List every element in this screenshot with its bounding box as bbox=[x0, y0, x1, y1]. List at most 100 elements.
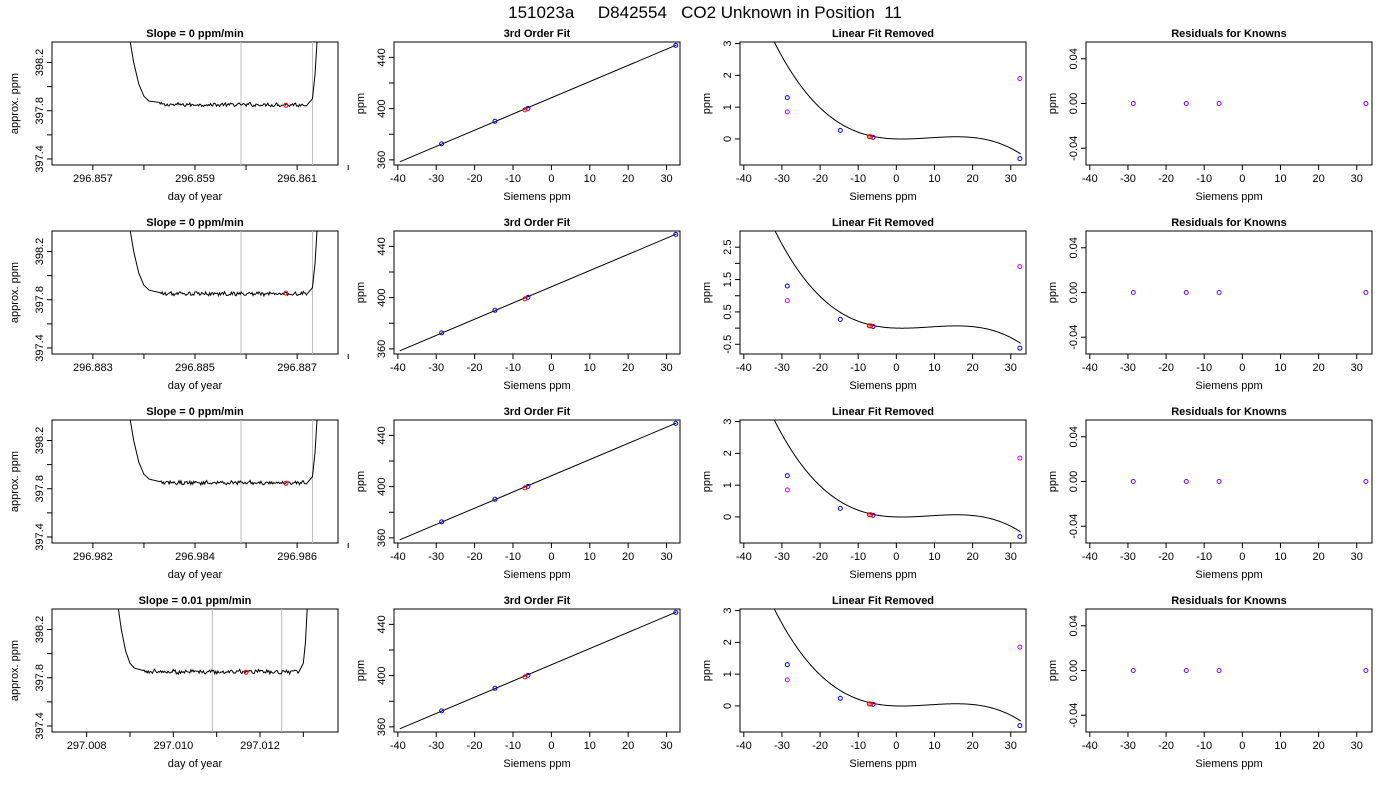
residual-point bbox=[1363, 290, 1369, 295]
y-tick-label: 0 bbox=[722, 136, 734, 142]
x-tick-label: 10 bbox=[1274, 362, 1286, 374]
panel-r1-c1: Slope = 0 ppm/min 296.857 296.859 296.861 39… bbox=[9, 28, 349, 203]
x-tick-label: 30 bbox=[660, 740, 672, 752]
known-standard-point bbox=[492, 496, 498, 502]
y-tick-label: 0.04 bbox=[1068, 615, 1080, 636]
x-tick-label: 10 bbox=[1274, 173, 1286, 185]
panel-title: Slope = 0 ppm/min bbox=[146, 217, 244, 229]
fit-line bbox=[399, 611, 677, 730]
x-tick-label: 20 bbox=[622, 740, 634, 752]
plot-marks bbox=[399, 231, 679, 352]
y-tick-label: 400 bbox=[376, 477, 388, 495]
x-tick-label: 297.008 bbox=[67, 740, 107, 752]
panel-title: Linear Fit Removed bbox=[832, 595, 934, 607]
panel-title: Slope = 0.01 ppm/min bbox=[139, 595, 252, 607]
known-standard-point bbox=[439, 330, 445, 336]
y-tick-label: 2 bbox=[722, 72, 734, 78]
x-tick-label: -40 bbox=[1082, 551, 1098, 563]
panel-r4-c3: Linear Fit Removed -40 -30 -20 -10 0 10 20 30 0 1 2… bbox=[701, 595, 1027, 770]
plot-frame bbox=[739, 230, 1027, 355]
y-tick-label: 397.4 bbox=[34, 712, 46, 740]
unknown-sample-point bbox=[866, 134, 872, 140]
x-tick-label: 20 bbox=[1312, 173, 1324, 185]
y-tick-label: 398.2 bbox=[34, 616, 46, 644]
panel-r4-c1: Slope = 0.01 ppm/min 297.008 297.010 297.01… bbox=[9, 595, 339, 770]
x-tick-label: -20 bbox=[1158, 362, 1174, 374]
x-axis-label: Siemens ppm bbox=[503, 758, 570, 770]
x-tick-label: 296.857 bbox=[73, 173, 113, 185]
unknown-sample-point bbox=[868, 323, 874, 329]
panel-title: 3rd Order Fit bbox=[504, 406, 571, 418]
x-tick-label: -10 bbox=[505, 740, 521, 752]
panel-r4-c4: Residuals for Knowns -40 -30 -20 -10 0 10 20 30 -… bbox=[1047, 595, 1373, 770]
fit-line bbox=[399, 233, 677, 352]
x-tick-label: -20 bbox=[812, 551, 828, 563]
unknown-sample-point bbox=[522, 296, 528, 302]
known-standard-point bbox=[492, 685, 498, 691]
x-axis-label: Siemens ppm bbox=[849, 758, 916, 770]
panel-r4-c2: 3rd Order Fit -40 -30 -20 -10 0 10 20 30 360 400 44… bbox=[355, 595, 681, 770]
x-tick-label: -30 bbox=[428, 362, 444, 374]
x-tick-label: 0 bbox=[548, 551, 554, 563]
panel-r2-c3: Linear Fit Removed -40 -30 -20 -10 0 10 20 30 -0.… bbox=[701, 217, 1027, 392]
fit-curve bbox=[773, 609, 1021, 722]
plot-marks bbox=[399, 420, 679, 541]
x-tick-label: 20 bbox=[966, 173, 978, 185]
y-tick-label: 440 bbox=[376, 615, 388, 633]
x-tick-label: 30 bbox=[1351, 740, 1363, 752]
panel-title: Residuals for Knowns bbox=[1171, 217, 1287, 229]
unknown-sample-point bbox=[866, 323, 872, 329]
y-axis-label: ppm bbox=[1047, 660, 1059, 681]
residual-point bbox=[1363, 668, 1369, 673]
y-tick-label: -0.04 bbox=[1068, 325, 1080, 350]
x-tick-label: -30 bbox=[774, 551, 790, 563]
y-tick-label: -0.04 bbox=[1068, 703, 1080, 728]
x-tick-label: -30 bbox=[428, 740, 444, 752]
unknown-sample-point bbox=[868, 701, 874, 707]
linear-removed-point bbox=[1017, 455, 1023, 461]
y-tick-label: 360 bbox=[376, 340, 388, 358]
y-axis-label: ppm bbox=[1047, 471, 1059, 492]
y-tick-label: 2 bbox=[722, 639, 734, 645]
x-tick-label: 30 bbox=[1005, 740, 1017, 752]
panel-r2-c4: Residuals for Knowns -40 -30 -20 -10 0 10 20 30 -… bbox=[1047, 217, 1373, 392]
y-axis-label: ppm bbox=[355, 471, 367, 492]
x-axis-label: day of year bbox=[168, 569, 223, 581]
x-tick-label: -30 bbox=[428, 551, 444, 563]
x-tick-label: -40 bbox=[1082, 362, 1098, 374]
plot-marks bbox=[1130, 668, 1369, 673]
y-tick-label: -0.04 bbox=[1068, 136, 1080, 161]
y-tick-label: 397.4 bbox=[34, 334, 46, 362]
x-tick-label: 10 bbox=[928, 551, 940, 563]
y-axis-label: ppm bbox=[355, 660, 367, 681]
y-tick-label: 397.8 bbox=[34, 97, 46, 125]
x-tick-label: 30 bbox=[1005, 362, 1017, 374]
x-axis-label: Siemens ppm bbox=[849, 569, 916, 581]
plot-frame bbox=[739, 41, 1027, 166]
sample-mean-point bbox=[243, 669, 249, 675]
y-tick-label: 0.04 bbox=[1068, 237, 1080, 258]
x-tick-label: -20 bbox=[467, 740, 483, 752]
known-standard-point bbox=[492, 307, 498, 313]
x-axis-label: Siemens ppm bbox=[503, 380, 570, 392]
y-tick-label: 400 bbox=[376, 99, 388, 117]
sample-mean-point bbox=[283, 102, 289, 108]
plot-frame bbox=[393, 230, 681, 355]
x-tick-label: -40 bbox=[390, 173, 406, 185]
plot-marks bbox=[1130, 479, 1369, 484]
x-tick-label: -30 bbox=[774, 173, 790, 185]
sample-mean-point bbox=[283, 480, 289, 486]
known-standard-point bbox=[492, 118, 498, 124]
x-tick-label: 20 bbox=[622, 173, 634, 185]
panel-title: Linear Fit Removed bbox=[832, 217, 934, 229]
panel-title: Slope = 0 ppm/min bbox=[146, 28, 244, 40]
residual-point bbox=[1363, 101, 1369, 106]
y-tick-label: 0.04 bbox=[1068, 426, 1080, 447]
x-tick-label: 0 bbox=[893, 551, 899, 563]
plot-marks bbox=[399, 609, 679, 730]
panel-r3-c2: 3rd Order Fit -40 -30 -20 -10 0 10 20 30 360 400 44… bbox=[355, 406, 681, 581]
y-tick-label: 397.4 bbox=[34, 145, 46, 173]
known-standard-point bbox=[439, 141, 445, 147]
known-standard-point bbox=[837, 695, 843, 701]
y-tick-label: 440 bbox=[376, 48, 388, 66]
